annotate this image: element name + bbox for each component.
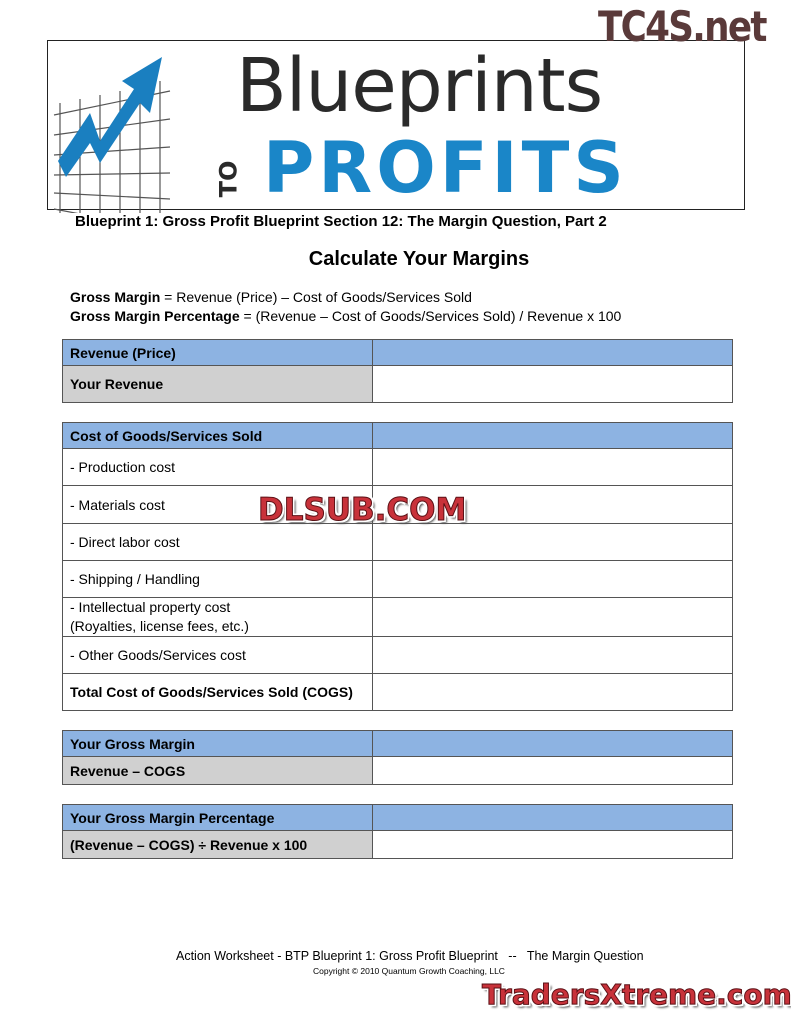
logo-blueprints-text: Blueprints bbox=[236, 43, 603, 129]
formula-definition: = Revenue (Price) – Cost of Goods/Servic… bbox=[160, 289, 472, 305]
row-label: - Shipping / Handling bbox=[62, 560, 373, 598]
total-cogs-input[interactable] bbox=[372, 673, 733, 711]
row-label: - Intellectual property cost (Royalties, … bbox=[62, 597, 373, 637]
gross-margin-percentage-table: Your Gross Margin Percentage (Revenue – … bbox=[62, 804, 733, 859]
formula-gross-margin: Gross Margin = Revenue (Price) – Cost of… bbox=[70, 289, 472, 305]
row-label: - Production cost bbox=[62, 448, 373, 486]
page-title: Calculate Your Margins bbox=[308, 248, 530, 270]
formula-term: Gross Margin Percentage bbox=[70, 308, 240, 324]
gross-margin-percentage-input[interactable] bbox=[372, 830, 733, 859]
materials-cost-input[interactable] bbox=[372, 485, 733, 524]
logo-banner: Blueprints TO PROFITS bbox=[47, 40, 745, 213]
section-subtitle: Blueprint 1: Gross Profit Blueprint Sect… bbox=[75, 213, 607, 230]
row-label: - Materials cost bbox=[62, 485, 373, 524]
direct-labor-cost-input[interactable] bbox=[372, 523, 733, 561]
watermark-tradersxtreme: TradersXtreme.com bbox=[482, 978, 791, 1012]
row-label-line: (Royalties, license fees, etc.) bbox=[70, 618, 249, 634]
revenue-table: Revenue (Price) Your Revenue bbox=[62, 339, 733, 403]
other-cost-input[interactable] bbox=[372, 636, 733, 674]
row-label: Your Revenue bbox=[62, 365, 373, 403]
row-label: Revenue – COGS bbox=[62, 756, 373, 785]
watermark-dlsub: DLSUB.COM bbox=[257, 492, 467, 529]
your-revenue-input[interactable] bbox=[372, 365, 733, 403]
gross-margin-input[interactable] bbox=[372, 756, 733, 785]
table-header: Your Gross Margin Percentage bbox=[62, 804, 373, 831]
row-label-line: - Intellectual property cost bbox=[70, 599, 231, 615]
production-cost-input[interactable] bbox=[372, 448, 733, 486]
gross-margin-table: Your Gross Margin Revenue – COGS bbox=[62, 730, 733, 785]
footer-line: Action Worksheet - BTP Blueprint 1: Gros… bbox=[176, 949, 644, 963]
row-label: - Other Goods/Services cost bbox=[62, 636, 373, 674]
cogs-table: Cost of Goods/Services Sold - Production… bbox=[62, 422, 733, 711]
table-header: Your Gross Margin bbox=[62, 730, 373, 757]
chart-arrow-icon bbox=[53, 57, 171, 213]
ip-cost-input[interactable] bbox=[372, 597, 733, 637]
table-header: Cost of Goods/Services Sold bbox=[62, 422, 373, 449]
logo-to-text: TO bbox=[214, 160, 243, 198]
footer-copyright: Copyright © 2010 Quantum Growth Coaching… bbox=[313, 966, 505, 976]
row-label: Total Cost of Goods/Services Sold (COGS) bbox=[62, 673, 373, 711]
formula-definition: = (Revenue – Cost of Goods/Services Sold… bbox=[239, 308, 622, 324]
formula-term: Gross Margin bbox=[70, 289, 161, 305]
formula-gross-margin-percentage: Gross Margin Percentage = (Revenue – Cos… bbox=[70, 308, 621, 324]
watermark-tc4s: TC4S.net bbox=[598, 2, 767, 51]
table-header: Revenue (Price) bbox=[62, 339, 373, 366]
shipping-handling-input[interactable] bbox=[372, 560, 733, 598]
row-label: - Direct labor cost bbox=[62, 523, 373, 561]
row-label: (Revenue – COGS) ÷ Revenue x 100 bbox=[62, 830, 373, 859]
logo-profits-text: PROFITS bbox=[263, 127, 628, 209]
